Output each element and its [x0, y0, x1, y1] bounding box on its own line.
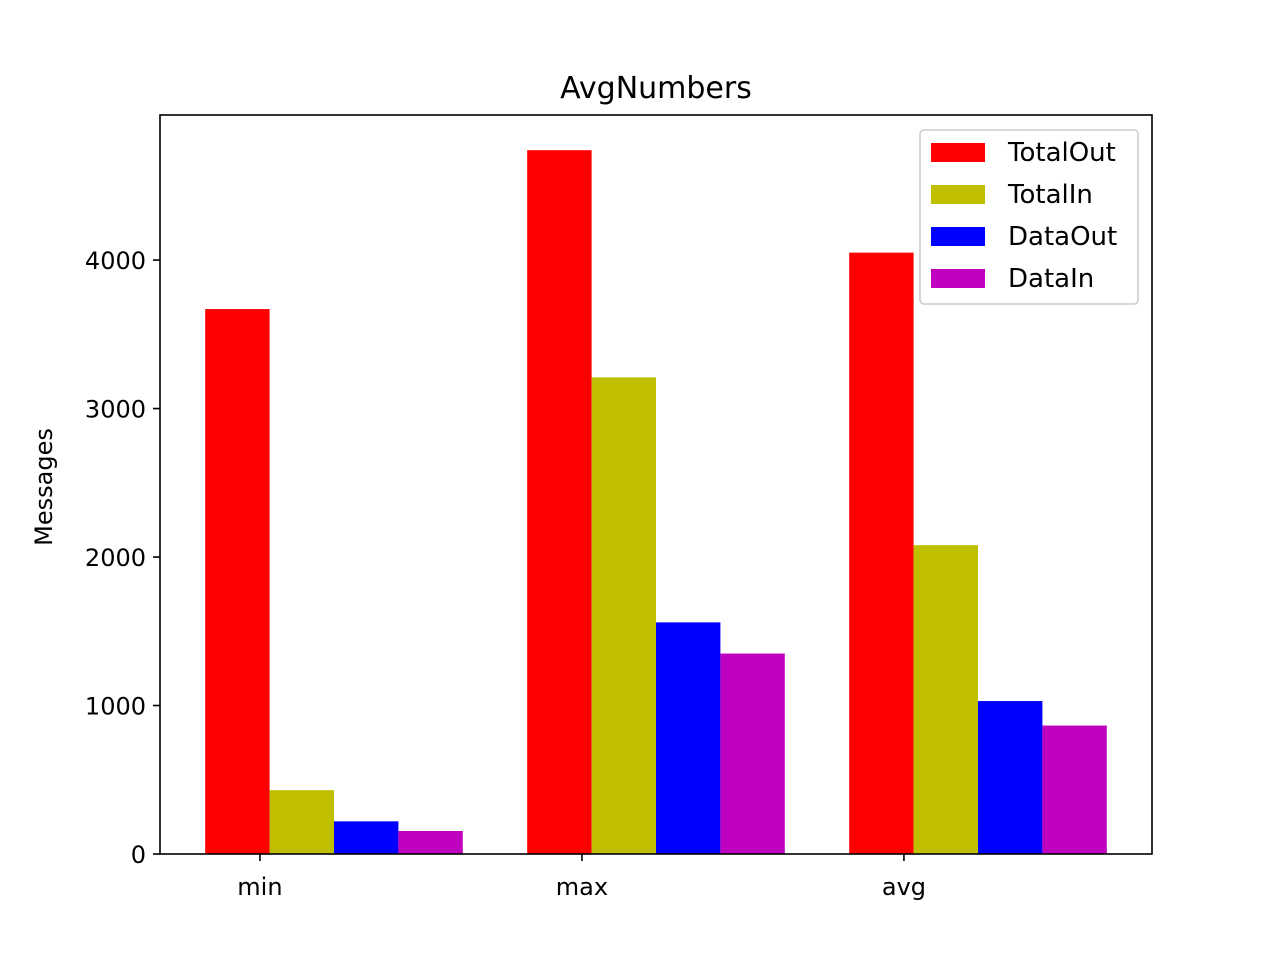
x-tick-label-avg: avg [882, 873, 926, 901]
bar-totalout-min [205, 309, 270, 854]
bars-group [205, 150, 1107, 854]
y-axis-label: Messages [30, 428, 58, 546]
bar-totalin-min [269, 790, 334, 854]
bar-dataout-min [334, 821, 399, 854]
x-tick-label-min: min [237, 873, 282, 901]
y-tick-label: 4000 [85, 247, 146, 275]
legend-swatch-dataout [931, 227, 985, 246]
legend: TotalOut TotalIn DataOut DataIn [919, 129, 1139, 305]
y-axis: 0 1000 2000 3000 4000 [85, 247, 160, 869]
legend-swatch-totalout [931, 143, 985, 162]
bar-totalin-avg [913, 545, 978, 854]
x-tick-label-max: max [556, 873, 608, 901]
bar-datain-min [398, 830, 463, 854]
legend-label-dataout: DataOut [1008, 222, 1117, 252]
legend-swatch-datain [931, 269, 985, 288]
bar-dataout-avg [978, 701, 1043, 854]
y-tick-label: 0 [131, 841, 146, 869]
y-tick-label: 1000 [85, 693, 146, 721]
chart-title: AvgNumbers [560, 71, 752, 106]
bar-dataout-max [656, 622, 721, 854]
legend-label-totalout: TotalOut [1007, 138, 1116, 168]
plot-frame [159, 114, 1153, 855]
legend-label-totalin: TotalIn [1007, 180, 1093, 210]
bar-datain-max [720, 653, 785, 854]
legend-box [919, 129, 1139, 305]
bar-totalin-max [591, 377, 656, 854]
bar-totalout-max [527, 150, 592, 854]
y-tick-label: 3000 [85, 396, 146, 424]
y-tick-label: 2000 [85, 544, 146, 572]
legend-swatch-totalin [931, 185, 985, 204]
x-axis: min max avg [237, 854, 926, 901]
bar-datain-avg [1042, 725, 1107, 854]
bar-totalout-avg [849, 252, 914, 854]
legend-label-datain: DataIn [1008, 264, 1094, 294]
